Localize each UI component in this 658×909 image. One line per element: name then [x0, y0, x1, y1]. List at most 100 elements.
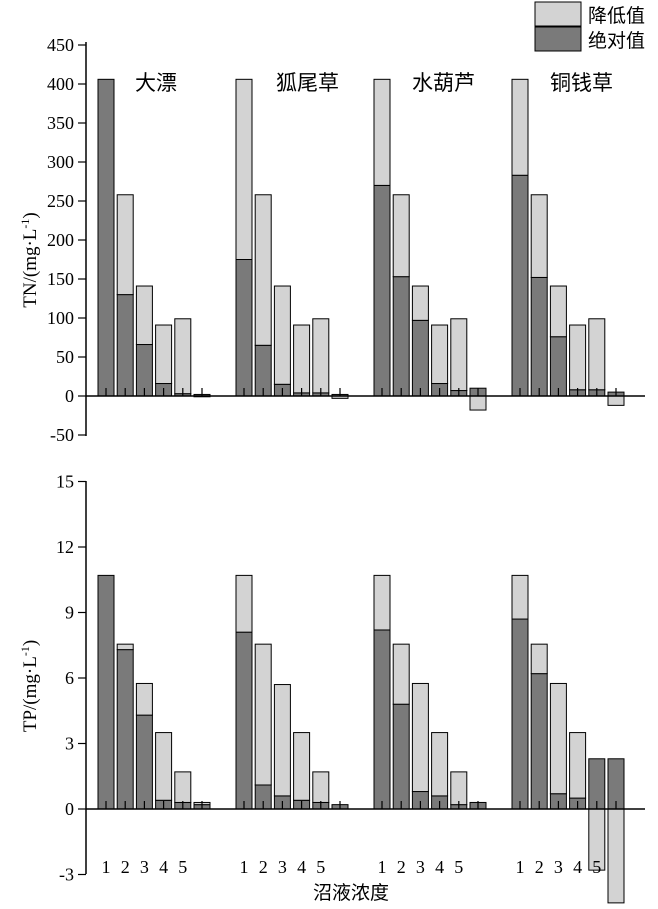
x-axis-title: 沼液浓度 — [313, 882, 389, 904]
tp-bar-reduction-g3-c1 — [373, 574, 391, 631]
tn-panel: -50 0 50 100 150 200 250 300 350 400 450 TN/(mg·L-… — [18, 35, 645, 445]
tn-group-label-2: 狐尾草 — [276, 71, 339, 95]
tp-bar-reduction-g4-c6 — [607, 808, 625, 904]
legend-label-reduction: 降低值 — [588, 5, 645, 27]
tn-bar-reduction-g1-c4 — [155, 324, 173, 385]
tp-x-tick-label-g1-c3: 3 — [140, 857, 149, 877]
tp-bar-absolute-g3-c1 — [373, 629, 391, 810]
tn-bar-reduction-g1-c2 — [116, 194, 134, 296]
legend-label-absolute: 绝对值 — [588, 30, 645, 52]
tp-x-tick-label-g1-c5: 5 — [178, 857, 187, 877]
tp-x-tick-label-g4-c1: 1 — [516, 857, 525, 877]
tp-bars — [97, 574, 625, 904]
tn-y-tick-label-10: 450 — [47, 35, 74, 55]
tp-y-tick-label-3: 6 — [65, 668, 74, 688]
tp-x-tick-label-g3-c1: 1 — [378, 857, 387, 877]
tn-bar-reduction-g4-c6 — [607, 395, 625, 406]
tp-bar-reduction-g3-c4 — [431, 732, 449, 797]
tp-x-tick-label-g3-c5: 5 — [454, 857, 463, 877]
tp-x-tick-label-g2-c5: 5 — [316, 857, 325, 877]
tp-bar-reduction-g2-c3 — [273, 684, 291, 797]
tp-x-tick-label-g1-c2: 2 — [121, 857, 130, 877]
tn-bar-reduction-g4-c1 — [511, 78, 529, 176]
tn-bar-reduction-g3-c5 — [450, 318, 468, 392]
tp-bar-reduction-g2-c4 — [293, 732, 311, 801]
tp-bar-reduction-g1-c2 — [116, 643, 134, 651]
tp-y-tick-label-5: 12 — [56, 537, 74, 557]
tp-x-tick-label-g2-c1: 1 — [240, 857, 249, 877]
tn-bar-reduction-g4-c5 — [588, 318, 606, 391]
tp-bar-absolute-g1-c3 — [135, 714, 153, 810]
tp-x-tick-label-g4-c4: 4 — [573, 857, 582, 877]
tn-group-label-4: 铜钱草 — [550, 71, 613, 95]
tn-y-tick-label-0: -50 — [50, 425, 74, 445]
tp-bar-absolute-g2-c1 — [235, 631, 253, 810]
tn-bar-reduction-g1-c5 — [174, 318, 192, 395]
tn-bar-absolute-g3-c1 — [373, 184, 391, 397]
tn-y-axis-label: TN/(mg·L-1) — [18, 212, 41, 307]
tp-x-tick-label-g3-c4: 4 — [435, 857, 444, 877]
tp-bar-reduction-g4-c1 — [511, 574, 529, 620]
tp-x-tick-label-g2-c2: 2 — [259, 857, 268, 877]
tp-y-ticks: -3 0 3 6 9 12 15 — [56, 472, 86, 885]
tp-y-tick-label-0: -3 — [59, 865, 74, 885]
tn-y-tick-label-9: 400 — [47, 74, 74, 94]
tp-x-tick-label-g1-c4: 4 — [159, 857, 168, 877]
tp-bar-absolute-g1-c1 — [97, 574, 115, 810]
tn-bar-reduction-g3-c3 — [411, 285, 429, 321]
tn-y-tick-label-8: 350 — [47, 113, 74, 133]
tn-bar-absolute-g4-c2 — [530, 276, 548, 397]
tp-x-ticks — [105, 801, 617, 809]
tn-bar-absolute-g1-c2 — [116, 294, 134, 397]
tp-bar-reduction-g1-c4 — [155, 732, 173, 801]
tn-bar-absolute-g4-c3 — [549, 336, 567, 397]
tp-x-tick-label-g2-c3: 3 — [278, 857, 287, 877]
tn-bar-absolute-g4-c1 — [511, 174, 529, 397]
tn-bar-reduction-g3-c4 — [431, 324, 449, 385]
tp-x-tick-label-g3-c3: 3 — [416, 857, 425, 877]
tn-bar-reduction-g4-c2 — [530, 194, 548, 278]
tn-y-tick-label-4: 150 — [47, 269, 74, 289]
tn-x-ticks — [105, 388, 617, 396]
tp-y-tick-label-6: 15 — [56, 472, 74, 492]
tp-bar-reduction-g4-c3 — [549, 682, 567, 795]
legend-swatch-absolute — [534, 26, 582, 52]
tp-bar-absolute-g4-c2 — [530, 673, 548, 810]
tn-y-tick-label-2: 50 — [56, 347, 74, 367]
tp-bar-absolute-g4-c1 — [511, 618, 529, 810]
tn-bar-reduction-g3-c2 — [392, 194, 410, 278]
tp-y-tick-label-2: 3 — [65, 734, 74, 754]
tn-y-tick-label-7: 300 — [47, 152, 74, 172]
tn-y-tick-label-3: 100 — [47, 308, 74, 328]
tn-bar-reduction-g3-c1 — [373, 78, 391, 186]
tn-y-tick-label-5: 200 — [47, 230, 74, 250]
tp-bar-absolute-g1-c2 — [116, 649, 134, 810]
tn-bar-reduction-g3-c6 — [469, 395, 487, 411]
tn-y-tick-label-6: 250 — [47, 191, 74, 211]
tn-group-label-3: 水葫芦 — [412, 71, 475, 95]
tp-bar-reduction-g3-c2 — [392, 643, 410, 705]
tp-x-tick-label-g4-c2: 2 — [535, 857, 544, 877]
tn-bar-reduction-g1-c3 — [135, 285, 153, 346]
tn-bar-reduction-g4-c4 — [569, 324, 587, 391]
tp-bar-absolute-g3-c2 — [392, 703, 410, 810]
tp-bar-reduction-g4-c4 — [569, 732, 587, 799]
tn-bar-absolute-g3-c2 — [392, 276, 410, 397]
tn-bar-absolute-g2-c1 — [235, 259, 253, 397]
tn-bar-reduction-g2-c5 — [312, 318, 330, 394]
tn-bar-reduction-g2-c1 — [235, 78, 253, 260]
tn-y-ticks: -50 0 50 100 150 200 250 300 350 400 450 — [47, 35, 86, 445]
tp-y-tick-label-1: 0 — [65, 799, 74, 819]
tp-y-axis-label: TP/(mg·L-1) — [18, 640, 41, 732]
tp-bar-reduction-g2-c2 — [254, 643, 272, 786]
tn-bar-absolute-g1-c1 — [97, 78, 115, 397]
tn-bar-reduction-g2-c4 — [293, 324, 311, 394]
legend-swatch-reduction — [534, 1, 582, 27]
tp-bar-reduction-g2-c1 — [235, 574, 253, 633]
tn-bar-reduction-g4-c3 — [549, 285, 567, 338]
tn-bars — [97, 78, 625, 411]
tp-x-tick-label-g1-c1: 1 — [102, 857, 111, 877]
